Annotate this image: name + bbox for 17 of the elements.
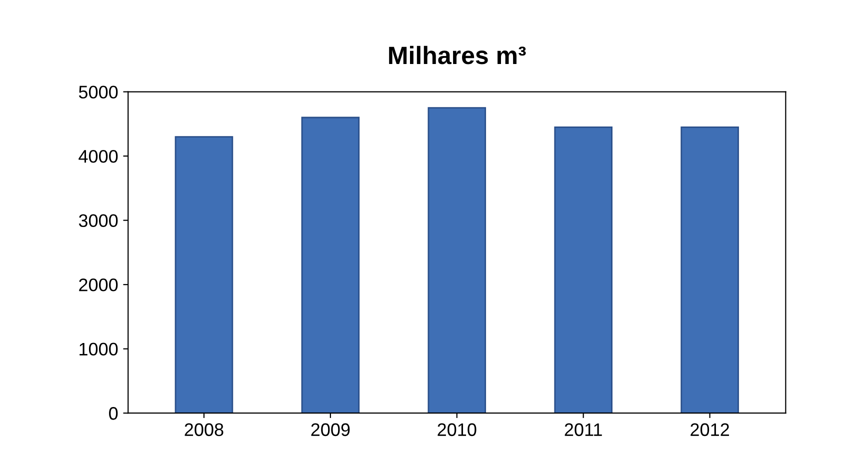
y-tick-label: 5000	[78, 86, 118, 99]
chart-title: Milhares m³	[389, 46, 526, 64]
x-tick-label: 2008	[184, 423, 224, 436]
x-tick-label: 2009	[311, 423, 350, 436]
x-tick-label: 2010	[438, 423, 476, 436]
y-tick-label: 2000	[79, 278, 118, 292]
y-tick-label: 1000	[80, 342, 118, 356]
bar	[174, 136, 234, 414]
bar	[428, 107, 486, 414]
y-tick-label: 4000	[78, 150, 118, 163]
bar	[680, 126, 739, 414]
bar	[554, 126, 612, 414]
x-tick-label: 2012	[690, 423, 729, 436]
x-tick-label: 2011	[564, 423, 602, 436]
bar	[301, 116, 360, 414]
y-tick-label: 3000	[78, 214, 118, 228]
y-tick-label: 0	[109, 407, 118, 420]
